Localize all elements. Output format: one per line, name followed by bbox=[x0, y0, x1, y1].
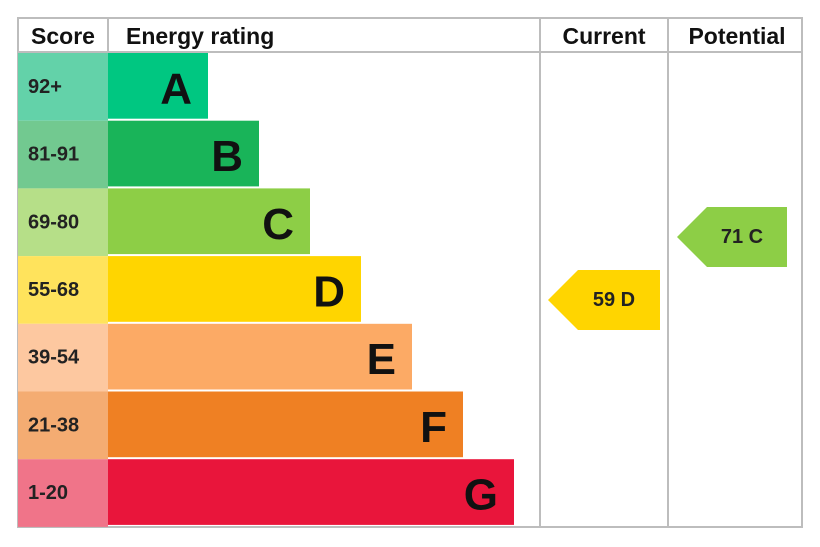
rating-letter: B bbox=[211, 132, 243, 181]
score-cell bbox=[18, 256, 108, 324]
score-header: Score bbox=[31, 23, 95, 49]
score-cell bbox=[18, 188, 108, 257]
score-range: 1-20 bbox=[28, 482, 68, 504]
rating-letter: F bbox=[420, 403, 447, 452]
rating-letter: D bbox=[313, 267, 345, 316]
rating-letter: E bbox=[367, 335, 396, 384]
rating-bar bbox=[108, 188, 310, 255]
rating-bar bbox=[108, 120, 259, 187]
score-range: 39-54 bbox=[28, 347, 80, 369]
score-cell bbox=[18, 391, 108, 460]
score-range: 69-80 bbox=[28, 211, 79, 233]
score-range: 55-68 bbox=[28, 279, 79, 301]
score-range: 81-91 bbox=[28, 144, 79, 166]
rating-letter: A bbox=[160, 64, 192, 113]
potential-header: Potential bbox=[688, 23, 785, 49]
score-cell bbox=[18, 120, 108, 189]
potential-label: 71 C bbox=[721, 226, 763, 248]
score-cell bbox=[18, 53, 108, 121]
current-label: 59 D bbox=[593, 289, 635, 311]
rating-bar bbox=[108, 459, 514, 525]
potential-arrow bbox=[677, 207, 787, 267]
rating-header: Energy rating bbox=[126, 23, 274, 49]
rating-letter: C bbox=[262, 200, 294, 249]
score-cell bbox=[18, 323, 108, 392]
score-cell bbox=[18, 459, 108, 527]
bands: 92+ A 81-91 B 69-80 C 55-68 D 39-54 E 21-38 F 1-20 G bbox=[18, 53, 514, 527]
current-arrow bbox=[548, 270, 660, 330]
rating-letter: G bbox=[464, 471, 498, 520]
current-header: Current bbox=[562, 23, 645, 49]
score-range: 92+ bbox=[28, 76, 62, 98]
rating-bar bbox=[108, 391, 463, 458]
rating-bar bbox=[108, 53, 208, 119]
rating-bar bbox=[108, 323, 412, 390]
score-range: 21-38 bbox=[28, 414, 79, 436]
rating-bar bbox=[108, 256, 361, 322]
